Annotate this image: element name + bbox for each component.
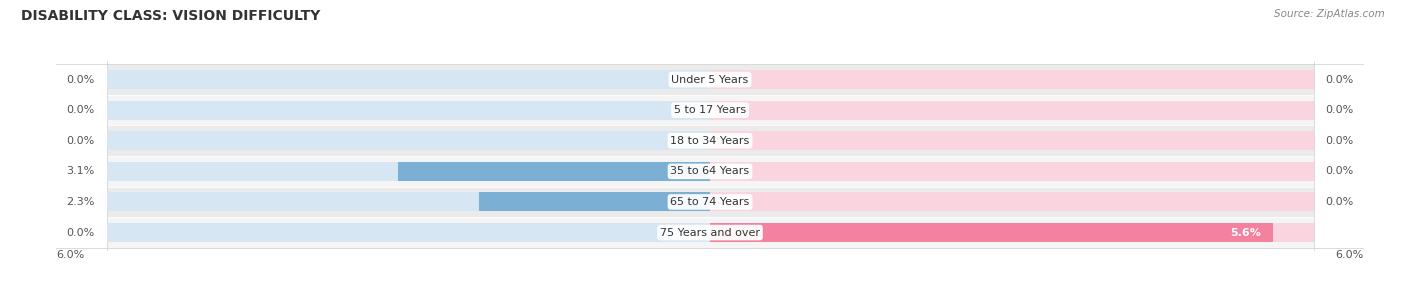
Text: 2.3%: 2.3%	[66, 197, 94, 207]
Bar	[710, 131, 1313, 150]
Text: 0.0%: 0.0%	[1326, 136, 1354, 146]
Text: 75 Years and over: 75 Years and over	[659, 228, 761, 237]
Text: 0.0%: 0.0%	[1326, 105, 1354, 115]
Bar	[710, 70, 1313, 89]
Bar	[107, 156, 1313, 187]
Text: Source: ZipAtlas.com: Source: ZipAtlas.com	[1274, 9, 1385, 19]
Bar	[107, 70, 710, 89]
Text: 65 to 74 Years: 65 to 74 Years	[671, 197, 749, 207]
Text: 6.0%: 6.0%	[56, 250, 84, 260]
Text: 6.0%: 6.0%	[1336, 250, 1364, 260]
Bar	[107, 192, 710, 211]
Text: 0.0%: 0.0%	[1326, 75, 1354, 84]
Text: 0.0%: 0.0%	[66, 228, 94, 237]
Text: Under 5 Years: Under 5 Years	[672, 75, 748, 84]
Bar	[107, 187, 1313, 217]
Bar	[710, 101, 1313, 120]
Bar	[107, 217, 1313, 248]
Text: 0.0%: 0.0%	[66, 75, 94, 84]
Text: 35 to 64 Years: 35 to 64 Years	[671, 166, 749, 176]
Text: 0.0%: 0.0%	[66, 136, 94, 146]
Bar	[710, 192, 1313, 211]
Bar	[710, 162, 1313, 181]
Bar	[107, 95, 1313, 125]
Bar	[107, 101, 710, 120]
Bar	[478, 192, 710, 211]
Bar	[710, 223, 1274, 242]
Bar	[107, 162, 710, 181]
Text: 5 to 17 Years: 5 to 17 Years	[673, 105, 747, 115]
Text: 5.6%: 5.6%	[1230, 228, 1261, 237]
Bar	[107, 223, 710, 242]
Bar	[398, 162, 710, 181]
Text: 18 to 34 Years: 18 to 34 Years	[671, 136, 749, 146]
Bar	[107, 125, 1313, 156]
Text: 0.0%: 0.0%	[66, 105, 94, 115]
Text: 3.1%: 3.1%	[66, 166, 94, 176]
Bar	[107, 64, 1313, 95]
Text: DISABILITY CLASS: VISION DIFFICULTY: DISABILITY CLASS: VISION DIFFICULTY	[21, 9, 321, 23]
Bar	[107, 131, 710, 150]
Bar	[710, 223, 1313, 242]
Text: 0.0%: 0.0%	[1326, 197, 1354, 207]
Text: 0.0%: 0.0%	[1326, 166, 1354, 176]
